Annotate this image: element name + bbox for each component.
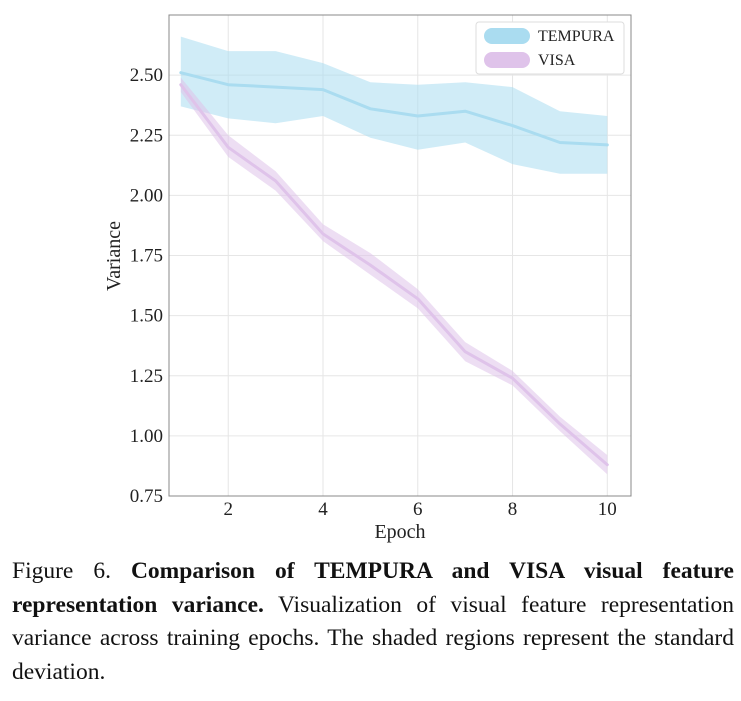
mean-line-visa xyxy=(179,83,609,467)
std-bands xyxy=(180,36,608,475)
mean-lines xyxy=(179,71,609,467)
y-tick-label: 1.25 xyxy=(130,366,163,387)
std-band-visa xyxy=(180,77,608,475)
legend-swatch-tempura xyxy=(484,28,530,44)
x-tick-label: 8 xyxy=(508,499,518,520)
y-tick-label: 2.25 xyxy=(130,125,163,146)
std-band-tempura xyxy=(180,36,608,174)
legend-label-visa: VISA xyxy=(538,52,576,69)
y-tick-label: 2.00 xyxy=(130,185,163,206)
y-tick-label: 0.75 xyxy=(130,486,163,507)
y-axis-title: Variance xyxy=(103,221,125,291)
figure-caption: Figure 6. Comparison of TEMPURA and VISA… xyxy=(12,555,734,689)
x-tick-labels: 2 4 6 8 10 xyxy=(223,499,616,520)
legend-swatch-visa xyxy=(484,52,530,68)
caption-label: Figure 6. xyxy=(12,558,111,584)
x-tick-label: 6 xyxy=(413,499,423,520)
y-tick-label: 1.75 xyxy=(130,246,163,267)
legend: TEMPURA VISA xyxy=(475,21,625,75)
y-tick-label: 2.50 xyxy=(130,65,163,86)
caption-bold-title: Comparison of TEMPURA and VISA visual fe… xyxy=(12,558,734,618)
y-tick-label: 1.00 xyxy=(130,426,163,447)
mean-line-tempura xyxy=(179,71,609,147)
y-tick-labels: 0.75 1.00 1.25 1.50 1.75 2.00 2.25 2.50 xyxy=(130,65,163,507)
x-tick-label: 4 xyxy=(318,499,328,520)
legend-label-tempura: TEMPURA xyxy=(538,28,615,45)
x-axis-title: Epoch xyxy=(374,521,425,543)
plot-frame xyxy=(168,14,632,497)
x-tick-label: 10 xyxy=(598,499,617,520)
caption-body: Visualization of visual feature represen… xyxy=(12,591,734,685)
y-tick-label: 1.50 xyxy=(130,306,163,327)
x-tick-label: 2 xyxy=(223,499,233,520)
variance-chart: 2 4 6 8 10 0.751.001.251.501.752.002.252.50 … xyxy=(103,14,632,543)
